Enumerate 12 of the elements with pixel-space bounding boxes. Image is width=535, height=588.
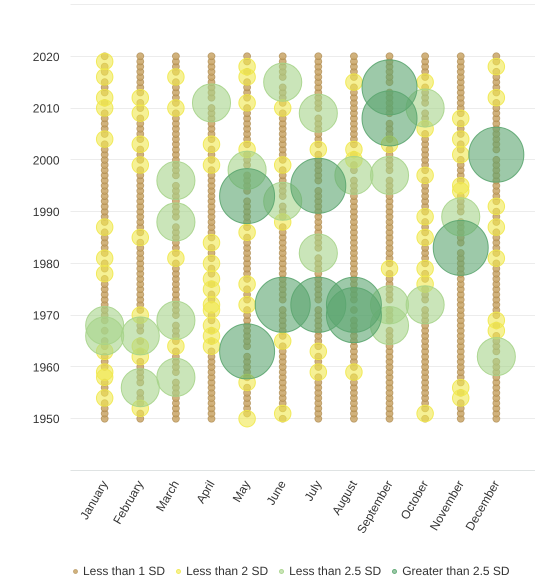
y-tick-label: 2020 [32,50,60,64]
y-tick-label: 1950 [32,412,60,426]
legend-label: Greater than 2.5 SD [402,564,510,578]
y-tick-label: 1960 [32,360,60,374]
legend-label: Less than 2.5 SD [289,564,382,578]
y-tick-label: 2010 [32,102,60,116]
y-tick-label: 1990 [32,205,60,220]
y-tick-label: 2000 [32,153,60,168]
y-tick-label: 1970 [32,308,60,323]
legend-label: Less than 2 SD [186,564,268,578]
legend-label: Less than 1 SD [83,564,166,578]
y-tick-label: 1980 [32,256,60,271]
